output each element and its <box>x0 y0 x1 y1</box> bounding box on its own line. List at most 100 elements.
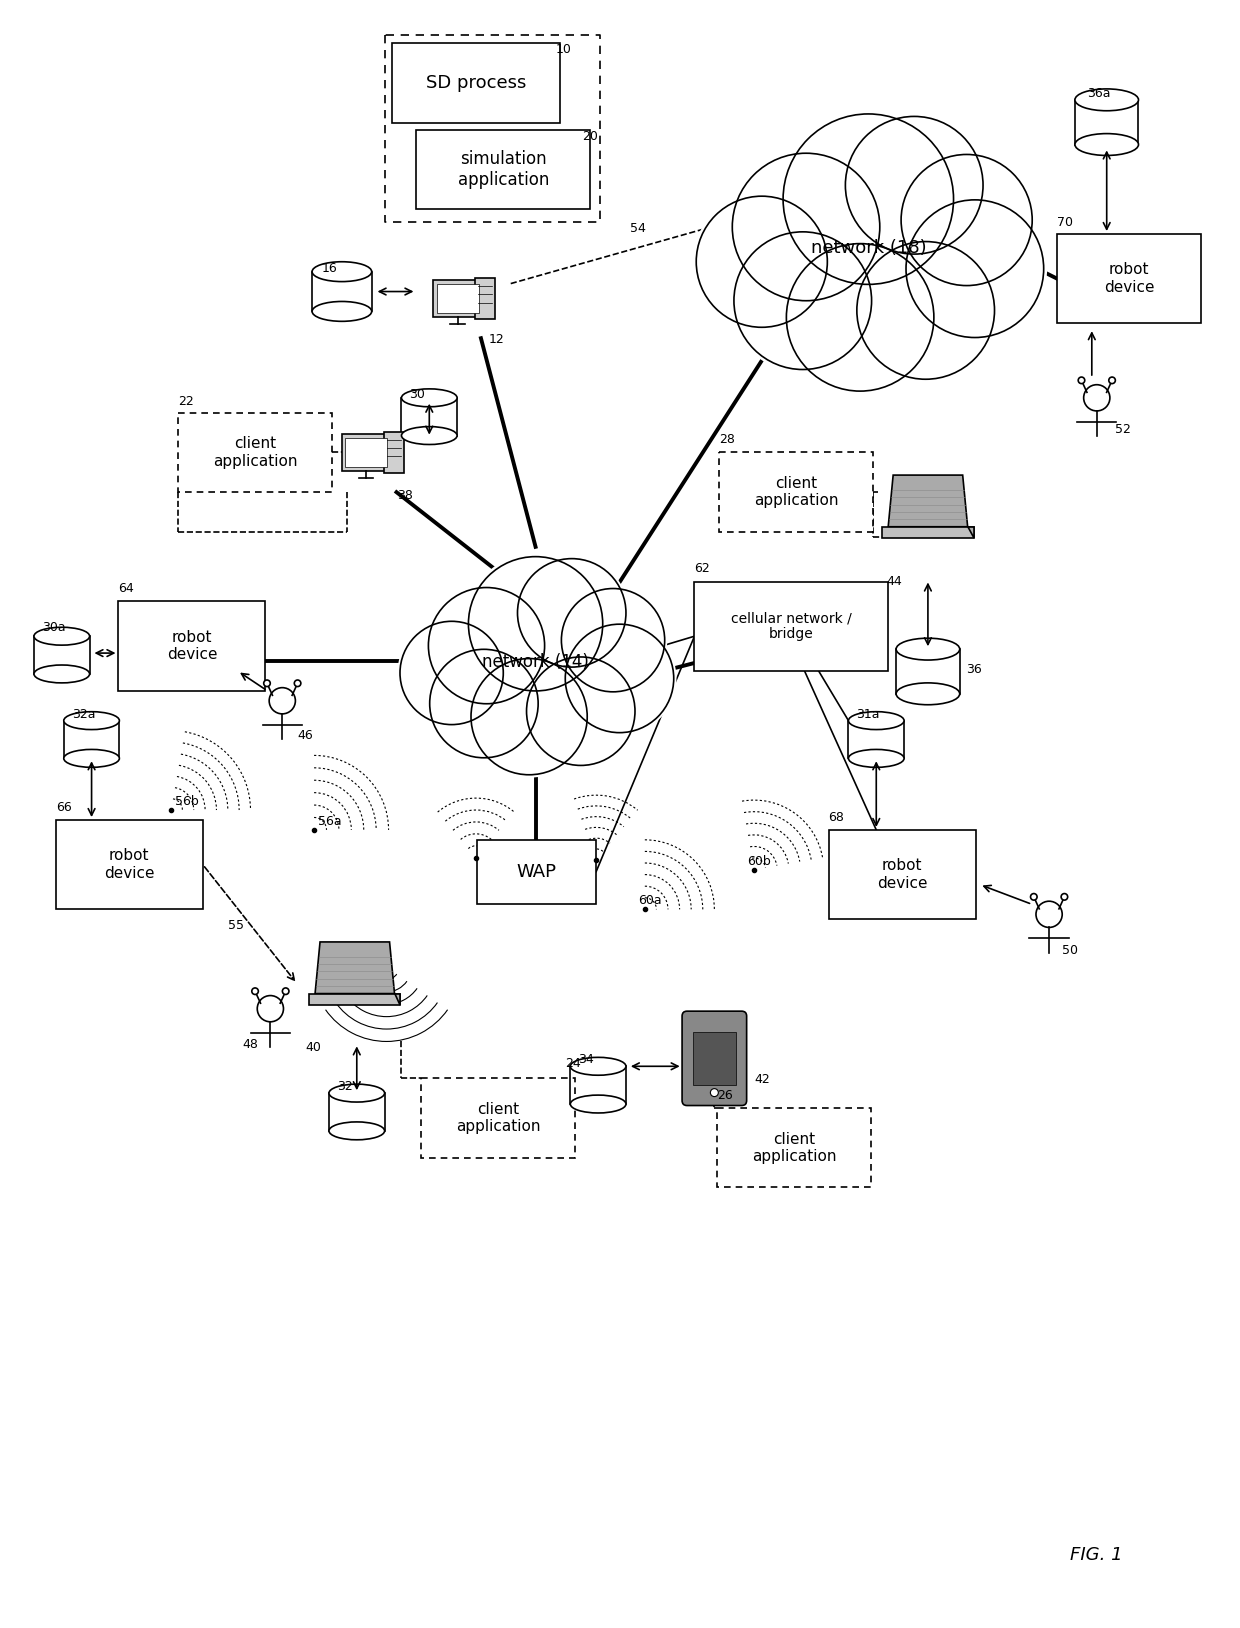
Text: 50: 50 <box>1061 944 1078 957</box>
Circle shape <box>283 988 289 995</box>
Bar <box>693 1032 735 1084</box>
Text: 28: 28 <box>719 433 735 446</box>
Text: cellular network /
bridge: cellular network / bridge <box>730 610 852 641</box>
Ellipse shape <box>848 711 904 729</box>
Bar <box>63 721 119 759</box>
Circle shape <box>563 622 677 736</box>
Bar <box>718 1109 872 1187</box>
Circle shape <box>782 239 937 396</box>
Bar <box>897 650 960 694</box>
Circle shape <box>252 988 258 995</box>
Circle shape <box>1109 378 1115 384</box>
Text: robot
device: robot device <box>104 848 155 881</box>
Bar <box>329 1092 384 1131</box>
Text: 56b: 56b <box>175 794 198 807</box>
Text: client
application: client application <box>754 475 838 508</box>
Circle shape <box>469 656 590 778</box>
Text: WAP: WAP <box>517 863 557 881</box>
Text: 64: 64 <box>118 583 134 596</box>
Text: 68: 68 <box>828 811 844 824</box>
Ellipse shape <box>312 301 372 321</box>
Ellipse shape <box>402 389 458 407</box>
Text: 55: 55 <box>228 920 243 933</box>
Ellipse shape <box>329 1084 384 1102</box>
Bar <box>417 130 590 208</box>
Circle shape <box>842 112 987 257</box>
Bar <box>436 285 479 313</box>
Circle shape <box>711 1089 718 1097</box>
Text: 22: 22 <box>179 394 193 407</box>
Circle shape <box>779 109 957 288</box>
Circle shape <box>853 238 998 383</box>
Circle shape <box>425 584 548 707</box>
Circle shape <box>730 228 875 373</box>
Text: client
application: client application <box>213 436 298 469</box>
Bar <box>848 721 904 759</box>
Circle shape <box>1061 894 1068 900</box>
Circle shape <box>559 586 667 695</box>
Text: robot
device: robot device <box>166 630 217 663</box>
Bar <box>312 272 372 311</box>
Circle shape <box>729 150 883 304</box>
Text: 12: 12 <box>489 334 505 347</box>
Circle shape <box>693 192 831 330</box>
Text: 60a: 60a <box>637 894 661 907</box>
Text: 24: 24 <box>565 1057 582 1070</box>
Bar <box>828 830 976 920</box>
Bar <box>33 637 89 674</box>
Text: client
application: client application <box>456 1102 541 1135</box>
Bar <box>477 840 596 905</box>
Circle shape <box>465 554 606 694</box>
Text: 42: 42 <box>754 1073 770 1086</box>
Text: 31a: 31a <box>857 708 880 721</box>
Text: 34: 34 <box>578 1053 594 1066</box>
Text: 66: 66 <box>56 801 72 814</box>
Bar <box>570 1066 626 1104</box>
Bar <box>1075 99 1138 145</box>
Circle shape <box>264 681 270 687</box>
Bar <box>694 581 888 671</box>
Circle shape <box>903 197 1047 340</box>
Text: 32a: 32a <box>72 708 95 721</box>
Text: 48: 48 <box>243 1039 258 1052</box>
Text: 40: 40 <box>305 1042 321 1055</box>
Text: 56a: 56a <box>317 816 342 829</box>
Circle shape <box>795 174 942 322</box>
Text: 52: 52 <box>1115 423 1131 436</box>
Bar <box>882 527 973 539</box>
Circle shape <box>1035 902 1063 928</box>
Bar <box>179 414 332 492</box>
Bar <box>719 453 873 532</box>
Circle shape <box>294 681 301 687</box>
Ellipse shape <box>897 682 960 705</box>
Text: 46: 46 <box>298 729 312 742</box>
Bar <box>118 601 265 690</box>
Polygon shape <box>315 943 394 993</box>
Bar <box>384 433 404 472</box>
Ellipse shape <box>570 1096 626 1114</box>
Text: network (14): network (14) <box>482 653 589 671</box>
Circle shape <box>1030 894 1037 900</box>
Circle shape <box>257 996 284 1022</box>
Polygon shape <box>888 475 967 527</box>
Bar <box>392 44 560 122</box>
Text: 36: 36 <box>966 663 981 676</box>
Text: 30: 30 <box>409 387 425 400</box>
Ellipse shape <box>1075 133 1138 155</box>
Text: 62: 62 <box>694 562 711 575</box>
Text: SD process: SD process <box>425 73 526 91</box>
Circle shape <box>427 646 541 760</box>
Text: 10: 10 <box>556 44 572 57</box>
Circle shape <box>898 151 1035 288</box>
FancyBboxPatch shape <box>682 1011 746 1105</box>
Text: 20: 20 <box>583 130 598 143</box>
Text: 70: 70 <box>1056 217 1073 230</box>
Text: 38: 38 <box>398 488 413 501</box>
Ellipse shape <box>63 749 119 767</box>
Circle shape <box>515 555 629 669</box>
Circle shape <box>1079 378 1085 384</box>
Ellipse shape <box>570 1057 626 1074</box>
Ellipse shape <box>402 427 458 444</box>
Text: robot
device: robot device <box>877 858 928 891</box>
Bar <box>56 821 203 910</box>
